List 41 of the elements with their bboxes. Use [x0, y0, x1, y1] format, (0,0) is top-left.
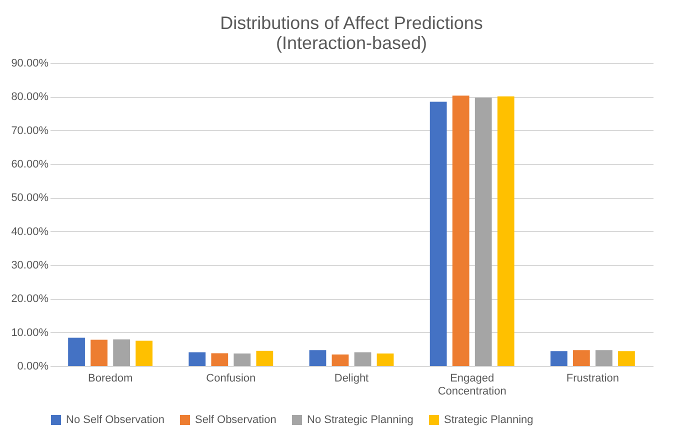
bar [618, 351, 635, 366]
bar [596, 350, 612, 366]
bar [332, 354, 349, 366]
y-tick-label: 20.00% [11, 293, 49, 306]
bar [354, 352, 372, 366]
y-tick-label: 0.00% [17, 360, 49, 372]
x-tick-label: Boredom [88, 372, 133, 384]
x-tick-label: Delight [334, 372, 369, 384]
y-tick-label: 10.00% [11, 326, 49, 339]
x-tick-label: Engaged Concentration [438, 372, 506, 398]
bar [136, 340, 153, 366]
y-tick-label: 90.00% [11, 58, 49, 70]
y-tick-label: 50.00% [11, 192, 49, 204]
bar [573, 350, 590, 366]
bar [188, 352, 206, 366]
x-tick-label: Frustration [566, 372, 619, 384]
bar [376, 354, 394, 366]
bar [113, 339, 130, 366]
bar [452, 96, 470, 366]
bar [256, 350, 274, 366]
bar [90, 340, 108, 366]
bar [430, 102, 447, 366]
bar [550, 351, 568, 366]
text: (Interaction-based) [276, 33, 428, 53]
bar [211, 353, 228, 366]
legend-label: No Strategic Planning [307, 414, 414, 426]
y-tick-label: 30.00% [11, 260, 49, 272]
bar [234, 354, 251, 366]
x-tick-label: Confusion [206, 372, 256, 384]
legend-label: Strategic Planning [444, 414, 534, 426]
bar [68, 338, 85, 366]
bar [497, 96, 514, 366]
y-tick-label: 80.00% [11, 91, 49, 104]
y-tick-label: 40.00% [11, 226, 49, 238]
legend-label: Self Observation [195, 414, 276, 426]
y-tick-label: 60.00% [11, 158, 49, 170]
y-tick-label: 70.00% [11, 124, 49, 137]
bar [309, 350, 326, 366]
text: Distributions of Affect Predictions [220, 13, 483, 33]
bar [474, 98, 492, 366]
legend-label: No Self Observation [66, 414, 164, 426]
